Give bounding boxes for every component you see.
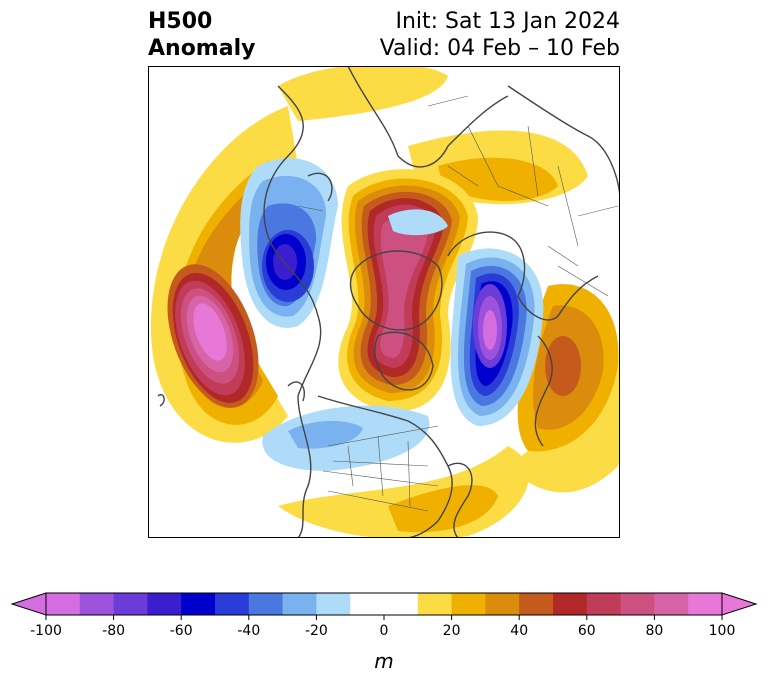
colorbar-tick-label: -60 xyxy=(170,623,193,639)
colorbar-cell xyxy=(384,593,419,615)
country-borders xyxy=(297,95,619,512)
colorbar-tick-label: 40 xyxy=(510,623,528,639)
coastlines xyxy=(157,66,620,538)
colorbar-cell xyxy=(654,593,689,615)
colorbar-tick-label: 20 xyxy=(443,623,461,639)
colorbar-cell xyxy=(147,593,182,615)
colorbar-tick-label: 100 xyxy=(709,623,736,639)
title-line-1: H500 xyxy=(148,9,213,34)
colorbar-tick-label: 0 xyxy=(380,623,389,639)
map-border xyxy=(148,66,620,538)
colorbar-extend-max xyxy=(721,592,758,616)
anomaly-contours xyxy=(150,66,620,538)
colorbar-cell xyxy=(215,593,250,615)
colorbar-extend-min xyxy=(10,592,47,616)
colorbar-tick-label: 80 xyxy=(645,623,663,639)
colorbar-cell xyxy=(586,593,622,615)
colorbar: -100 -80 -60 -40 -20 0 20 40 60 80 100 m xyxy=(10,592,758,673)
colorbar-cell xyxy=(46,593,81,615)
colorbar-tick-label: -40 xyxy=(237,623,260,639)
colorbar-cell xyxy=(519,593,554,615)
colorbar-tick-label: -80 xyxy=(102,623,125,639)
colorbar-cell xyxy=(451,593,486,615)
colorbar-cell xyxy=(113,593,148,615)
anomaly-map xyxy=(148,66,620,538)
colorbar-tick-label: -20 xyxy=(305,623,328,639)
colorbar-tick-label: -100 xyxy=(30,623,62,639)
colorbar-cell xyxy=(181,593,216,615)
colorbar-cell xyxy=(417,593,453,615)
colorbar-cell xyxy=(248,593,284,615)
colorbar-cell xyxy=(620,593,655,615)
map-title: H500 Anomaly xyxy=(148,8,255,62)
colorbar-cell xyxy=(316,593,351,615)
colorbar-cells xyxy=(10,592,758,616)
title-line-2: Anomaly xyxy=(148,36,256,61)
init-date: Init: Sat 13 Jan 2024 xyxy=(395,9,620,34)
colorbar-cell xyxy=(282,593,317,615)
colorbar-cell xyxy=(688,593,723,615)
colorbar-ticks: -100 -80 -60 -40 -20 0 20 40 60 80 100 xyxy=(30,615,735,639)
colorbar-cell xyxy=(485,593,520,615)
colorbar-cell xyxy=(350,593,385,615)
colorbar-cell xyxy=(553,593,588,615)
colorbar-tick-label: 60 xyxy=(578,623,596,639)
colorbar-unit: m xyxy=(374,649,393,673)
colorbar-cell xyxy=(79,593,115,615)
valid-range: Valid: 04 Feb – 10 Feb xyxy=(379,36,620,61)
map-subtitle: Init: Sat 13 Jan 2024 Valid: 04 Feb – 10… xyxy=(380,8,620,62)
